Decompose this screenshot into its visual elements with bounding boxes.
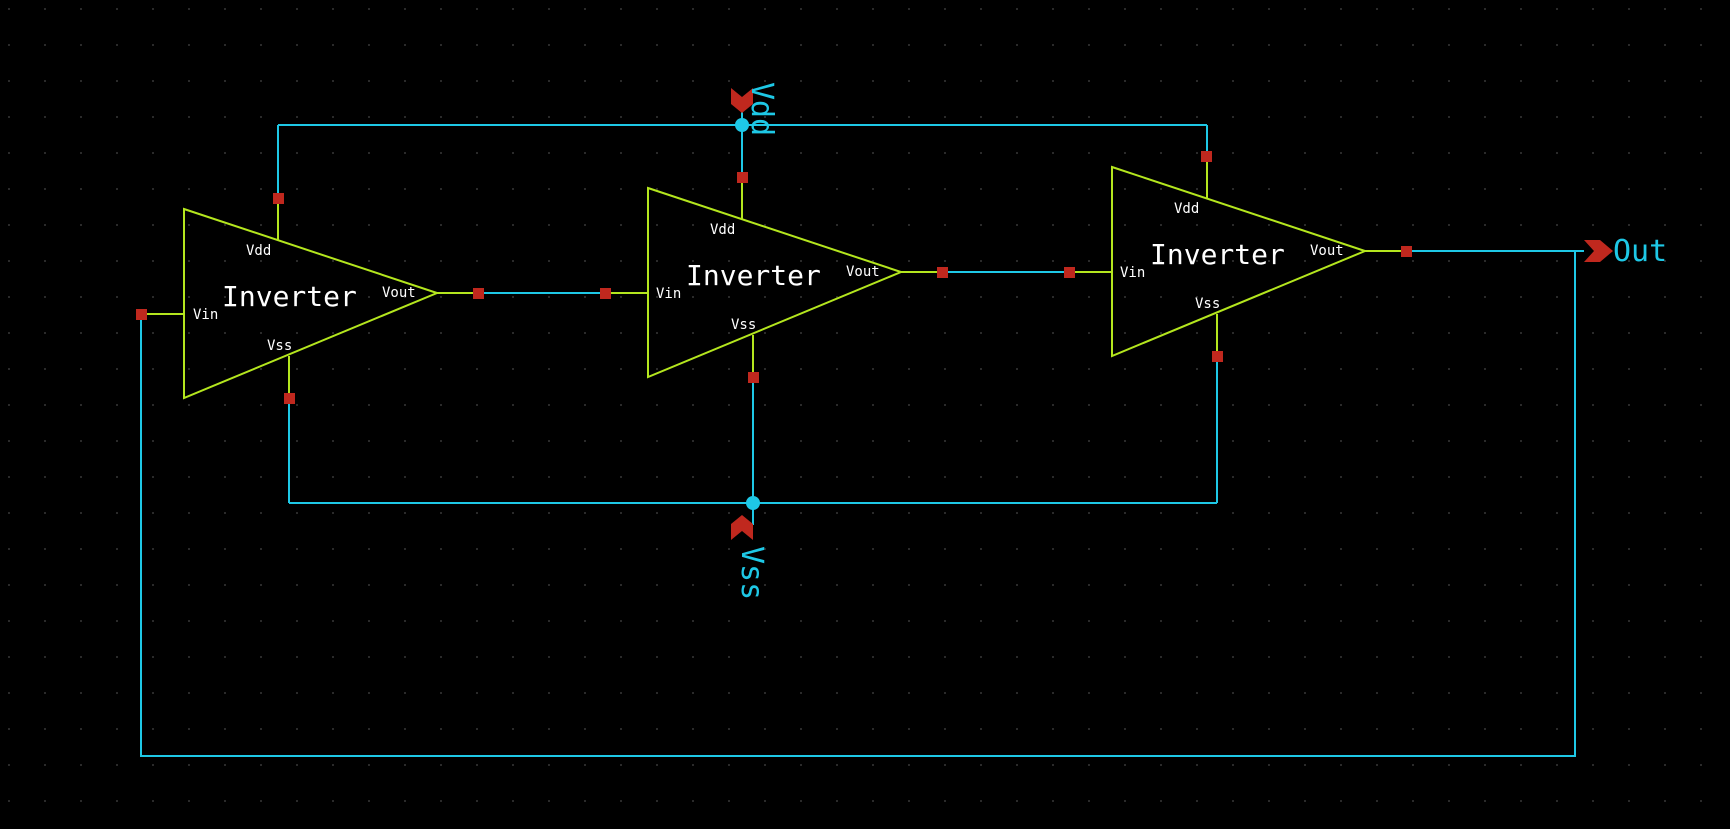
inverter-2-vss-label: Vss bbox=[731, 317, 756, 333]
inverter-3-vin-label: Vin bbox=[1120, 265, 1145, 281]
inverter-3-label: Inverter bbox=[1150, 238, 1285, 271]
vdd-junction-dot bbox=[735, 118, 749, 132]
pin-marker-inv3-vin[interactable] bbox=[1064, 267, 1075, 278]
inverter-3-vss-label: Vss bbox=[1195, 296, 1220, 312]
pin-marker-inv2-vin[interactable] bbox=[600, 288, 611, 299]
inverter-2-vin-label: Vin bbox=[656, 286, 681, 302]
out-net-label: Out bbox=[1613, 234, 1667, 269]
inverter-1-body[interactable] bbox=[183, 207, 440, 400]
pin-marker-inv2-vout[interactable] bbox=[937, 267, 948, 278]
inverter-3-vout-label: Vout bbox=[1310, 243, 1344, 259]
pin-marker-inv3-vdd[interactable] bbox=[1201, 151, 1212, 162]
out-pin-arrow-icon[interactable] bbox=[1584, 240, 1613, 262]
wire-feedback-loop[interactable] bbox=[140, 251, 1576, 757]
inverter-3-body[interactable] bbox=[1111, 165, 1368, 358]
inverter-1-vout-label: Vout bbox=[382, 285, 416, 301]
inverter-1-vss-label: Vss bbox=[267, 338, 292, 354]
vss-junction-dot bbox=[746, 496, 760, 510]
pin-marker-inv1-vdd[interactable] bbox=[273, 193, 284, 204]
inverter-2-body[interactable] bbox=[647, 186, 904, 379]
pin-markers bbox=[136, 151, 1412, 404]
pin-marker-inv1-vout[interactable] bbox=[473, 288, 484, 299]
pin-marker-inv3-vss[interactable] bbox=[1212, 351, 1223, 362]
vdd-net-label: Vdd bbox=[744, 82, 779, 136]
vss-pin-arrow-icon[interactable] bbox=[731, 515, 753, 540]
out-pin[interactable]: Out bbox=[1584, 234, 1667, 269]
vdd-pin-arrow-icon[interactable] bbox=[731, 88, 753, 113]
inverter-1-label: Inverter bbox=[222, 280, 357, 313]
vdd-pin[interactable]: Vdd bbox=[731, 82, 779, 136]
vss-pin[interactable]: Vss bbox=[731, 515, 769, 600]
inverter-2-label: Inverter bbox=[686, 259, 821, 292]
vss-net-label: Vss bbox=[734, 546, 769, 600]
inverter-2[interactable]: Inverter Vin Vout Vdd Vss bbox=[606, 177, 942, 379]
pin-marker-inv2-vdd[interactable] bbox=[737, 172, 748, 183]
pin-marker-inv2-vss[interactable] bbox=[748, 372, 759, 383]
inverter-3-vdd-label: Vdd bbox=[1174, 201, 1199, 217]
inverter-1-vdd-label: Vdd bbox=[246, 243, 271, 259]
inverter-3[interactable]: Inverter Vin Vout Vdd Vss bbox=[1070, 156, 1406, 358]
pin-marker-inv3-vout[interactable] bbox=[1401, 246, 1412, 257]
inverter-1-vin-label: Vin bbox=[193, 307, 218, 323]
inverter-2-vdd-label: Vdd bbox=[710, 222, 735, 238]
pin-marker-inv1-vin[interactable] bbox=[136, 309, 147, 320]
inverter-2-vout-label: Vout bbox=[846, 264, 880, 280]
inverter-1[interactable]: Inverter Vin Vout Vdd Vss bbox=[141, 198, 478, 400]
pin-marker-inv1-vss[interactable] bbox=[284, 393, 295, 404]
